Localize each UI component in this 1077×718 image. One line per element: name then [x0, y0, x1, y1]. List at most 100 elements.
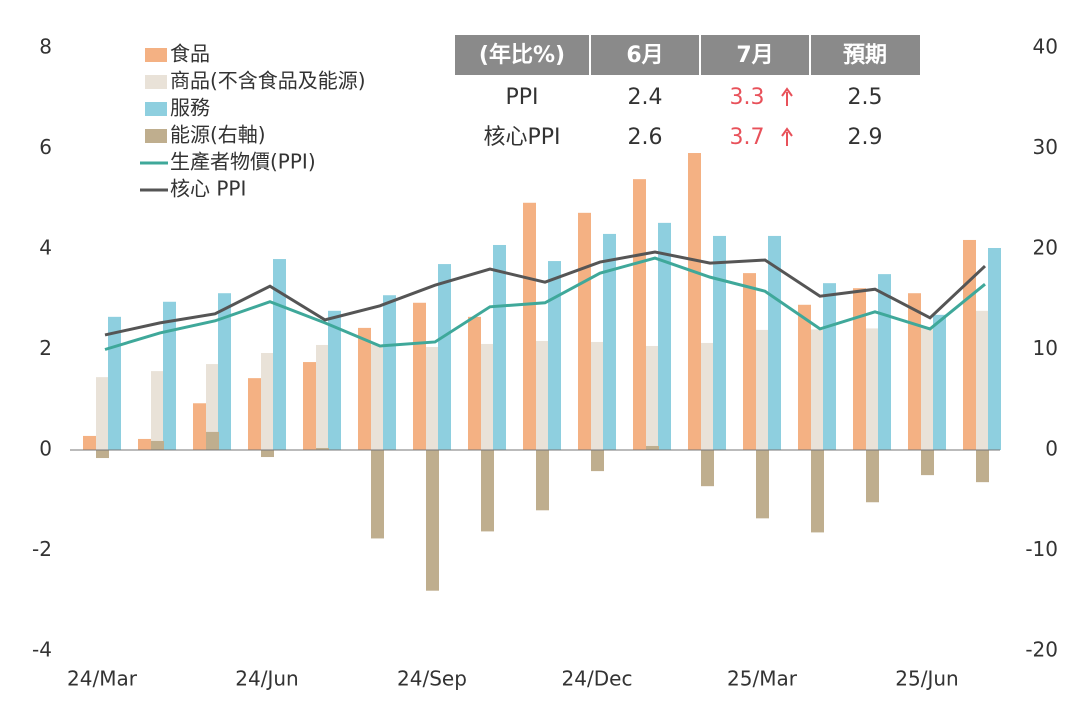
table-cell: 2.9: [848, 125, 883, 150]
y2-tick-label: -10: [1025, 537, 1058, 561]
line: [104, 250, 987, 337]
x-tick-label: 24/Sep: [397, 667, 467, 691]
bar: [701, 342, 714, 450]
legend-label: 食品: [170, 42, 210, 66]
bar: [853, 288, 866, 450]
bar: [248, 378, 261, 450]
bar: [866, 450, 879, 503]
bar: [316, 447, 329, 450]
bar: [811, 329, 824, 450]
y-tick-label: -4: [32, 638, 52, 662]
x-tick-label: 24/Jun: [235, 667, 298, 691]
bar: [548, 261, 561, 450]
y2-tick-label: 10: [1033, 336, 1058, 360]
bar: [921, 450, 934, 476]
bar: [218, 293, 231, 450]
bar: [523, 202, 536, 450]
legend-swatch: [145, 48, 167, 62]
bar: [798, 304, 811, 450]
bar: [163, 301, 176, 450]
bar: [371, 450, 384, 539]
legend-swatch: [145, 102, 167, 116]
bar: [206, 364, 219, 450]
bar: [193, 403, 206, 450]
bar: [646, 345, 659, 450]
table-cell: 3.3: [730, 85, 765, 110]
legend-label: 能源(右軸): [170, 123, 266, 147]
bar: [701, 450, 714, 487]
bar: [963, 239, 976, 450]
bar: [426, 346, 439, 450]
summary-table: (年比%) 6月 7月 預期 PPI 2.4 3.3 2.5 核心PPI 2.6 3.7 2.9: [455, 35, 920, 150]
y-tick-label: 4: [39, 236, 52, 260]
bar: [976, 310, 989, 450]
table-header: (年比%): [479, 42, 565, 68]
table-cell: PPI: [505, 85, 538, 110]
table-header: 6月: [626, 43, 663, 68]
bar: [536, 340, 549, 450]
bar: [646, 445, 659, 450]
table-cell: 2.5: [848, 85, 883, 110]
bar: [768, 235, 781, 450]
bar: [328, 310, 341, 450]
bar: [976, 450, 989, 483]
bar: [383, 295, 396, 450]
table-cell: 3.7: [730, 125, 765, 150]
bar: [713, 235, 726, 450]
table-cell: 2.6: [628, 125, 663, 150]
bar: [261, 353, 274, 450]
bar: [481, 343, 494, 450]
bar: [468, 316, 481, 450]
bar: [933, 314, 946, 450]
bar: [743, 273, 756, 450]
bar: [988, 247, 1001, 450]
bar: [481, 450, 494, 532]
legend-label: 服務: [170, 96, 210, 120]
y2-tick-label: 20: [1033, 236, 1058, 260]
bar: [151, 440, 164, 450]
table-cell: 核心PPI: [483, 125, 560, 150]
x-tick-label: 24/Mar: [67, 667, 138, 691]
x-tick-label: 25/Mar: [727, 667, 798, 691]
bar: [151, 371, 164, 450]
y2-tick-label: 0: [1045, 437, 1058, 461]
bar: [438, 264, 451, 450]
x-tick-label: 25/Jun: [895, 667, 958, 691]
plot: [70, 153, 1001, 591]
y-tick-label: 0: [39, 437, 52, 461]
table-header: 7月: [736, 43, 773, 68]
bar: [921, 326, 934, 450]
y-tick-label: 6: [39, 135, 52, 159]
bar: [823, 283, 836, 450]
bar: [358, 327, 371, 450]
bar: [316, 344, 329, 450]
y2-tick-label: -20: [1025, 638, 1058, 662]
bar: [578, 212, 591, 450]
line: [104, 256, 986, 351]
bar: [83, 435, 96, 450]
bar: [811, 450, 824, 533]
bar: [878, 274, 891, 450]
bar: [413, 302, 426, 450]
bar: [591, 450, 604, 472]
y-tick-label: 8: [39, 35, 52, 59]
bar: [688, 153, 701, 450]
bar: [493, 244, 506, 450]
table-header: 預期: [843, 43, 887, 68]
bar: [633, 179, 646, 450]
legend-label: 核心 PPI: [170, 177, 246, 201]
x-tick-label: 24/Dec: [562, 667, 633, 691]
table-cell: 2.4: [628, 85, 663, 110]
bar: [866, 328, 879, 450]
bar: [591, 341, 604, 450]
bar: [303, 362, 316, 450]
bar: [96, 377, 109, 450]
y-tick-label: 2: [39, 336, 52, 360]
legend-swatch: [145, 75, 167, 89]
bar: [426, 450, 439, 591]
bar: [261, 450, 274, 458]
bar: [371, 344, 384, 450]
legend-swatch: [145, 129, 167, 143]
bar: [756, 450, 769, 519]
bar: [138, 438, 151, 450]
